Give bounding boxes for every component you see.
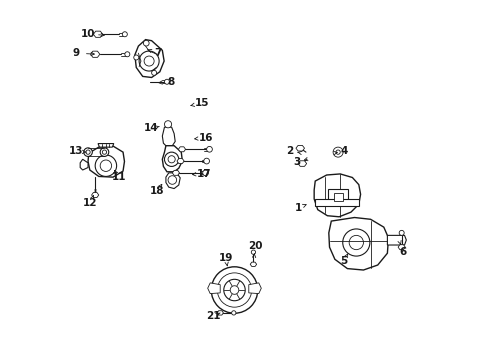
Text: 10: 10 (81, 29, 95, 39)
Polygon shape (178, 147, 185, 152)
Polygon shape (135, 40, 164, 77)
Polygon shape (90, 51, 100, 57)
Polygon shape (98, 144, 114, 147)
Text: 8: 8 (167, 77, 175, 87)
Polygon shape (315, 199, 358, 206)
Circle shape (203, 158, 209, 164)
Text: 15: 15 (194, 98, 208, 108)
Circle shape (164, 121, 171, 128)
Polygon shape (328, 189, 347, 205)
Polygon shape (88, 146, 124, 177)
Circle shape (342, 229, 369, 256)
Circle shape (164, 152, 179, 166)
Polygon shape (80, 159, 88, 170)
Circle shape (83, 148, 92, 157)
Circle shape (164, 79, 169, 84)
Polygon shape (217, 311, 223, 315)
Polygon shape (250, 262, 256, 266)
Circle shape (168, 176, 176, 184)
Circle shape (122, 32, 127, 37)
Text: 3: 3 (293, 157, 301, 167)
Text: 7: 7 (154, 48, 162, 58)
Polygon shape (177, 159, 184, 163)
Circle shape (134, 55, 139, 60)
Text: 18: 18 (149, 186, 164, 197)
Polygon shape (386, 235, 406, 245)
Polygon shape (333, 193, 342, 202)
Text: 21: 21 (205, 311, 220, 321)
Text: 5: 5 (340, 256, 346, 266)
Circle shape (332, 147, 343, 157)
Circle shape (398, 230, 404, 235)
Text: 14: 14 (144, 123, 159, 133)
Text: 17: 17 (197, 168, 211, 179)
Text: 20: 20 (247, 241, 262, 251)
Text: 9: 9 (72, 48, 79, 58)
Circle shape (143, 40, 149, 46)
Polygon shape (248, 283, 261, 294)
Text: 13: 13 (68, 147, 83, 157)
Polygon shape (313, 174, 360, 217)
Circle shape (203, 170, 208, 176)
Polygon shape (162, 127, 175, 147)
Polygon shape (207, 283, 220, 294)
Polygon shape (93, 31, 102, 37)
Text: 11: 11 (111, 172, 126, 182)
Circle shape (251, 250, 255, 254)
Circle shape (124, 52, 130, 57)
Text: 6: 6 (399, 247, 406, 257)
Circle shape (100, 148, 108, 157)
Text: 19: 19 (218, 253, 233, 263)
Text: 1: 1 (294, 203, 301, 213)
Circle shape (139, 51, 159, 71)
Polygon shape (172, 170, 179, 175)
Circle shape (211, 267, 257, 313)
Text: 4: 4 (340, 146, 347, 156)
Circle shape (231, 311, 235, 315)
Circle shape (206, 147, 212, 152)
Polygon shape (397, 245, 405, 249)
Polygon shape (165, 173, 180, 189)
Polygon shape (328, 217, 387, 270)
Polygon shape (162, 146, 182, 172)
Text: 2: 2 (286, 146, 293, 156)
Text: 12: 12 (83, 198, 97, 208)
Circle shape (95, 155, 116, 176)
Circle shape (151, 70, 156, 75)
Polygon shape (91, 193, 99, 198)
Polygon shape (298, 161, 306, 166)
Text: 16: 16 (198, 133, 213, 143)
Polygon shape (295, 145, 304, 151)
